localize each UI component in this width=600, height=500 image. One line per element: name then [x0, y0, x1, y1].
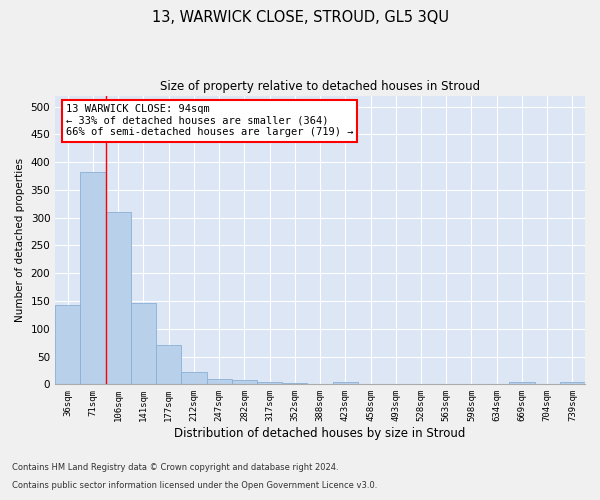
Bar: [156, 346, 181, 385]
Bar: [131, 302, 156, 384]
Bar: [106, 212, 131, 384]
Bar: [80, 172, 106, 384]
Bar: [257, 382, 282, 384]
Bar: [332, 382, 358, 384]
Title: Size of property relative to detached houses in Stroud: Size of property relative to detached ho…: [160, 80, 480, 93]
Bar: [55, 305, 80, 384]
Bar: [181, 372, 206, 384]
Text: 13 WARWICK CLOSE: 94sqm
← 33% of detached houses are smaller (364)
66% of semi-d: 13 WARWICK CLOSE: 94sqm ← 33% of detache…: [66, 104, 353, 138]
Bar: [282, 383, 307, 384]
Text: 13, WARWICK CLOSE, STROUD, GL5 3QU: 13, WARWICK CLOSE, STROUD, GL5 3QU: [151, 10, 449, 25]
Text: Contains HM Land Registry data © Crown copyright and database right 2024.: Contains HM Land Registry data © Crown c…: [12, 464, 338, 472]
X-axis label: Distribution of detached houses by size in Stroud: Distribution of detached houses by size …: [175, 427, 466, 440]
Bar: [232, 380, 257, 384]
Bar: [206, 379, 232, 384]
Y-axis label: Number of detached properties: Number of detached properties: [15, 158, 25, 322]
Bar: [560, 382, 585, 384]
Text: Contains public sector information licensed under the Open Government Licence v3: Contains public sector information licen…: [12, 481, 377, 490]
Bar: [509, 382, 535, 384]
